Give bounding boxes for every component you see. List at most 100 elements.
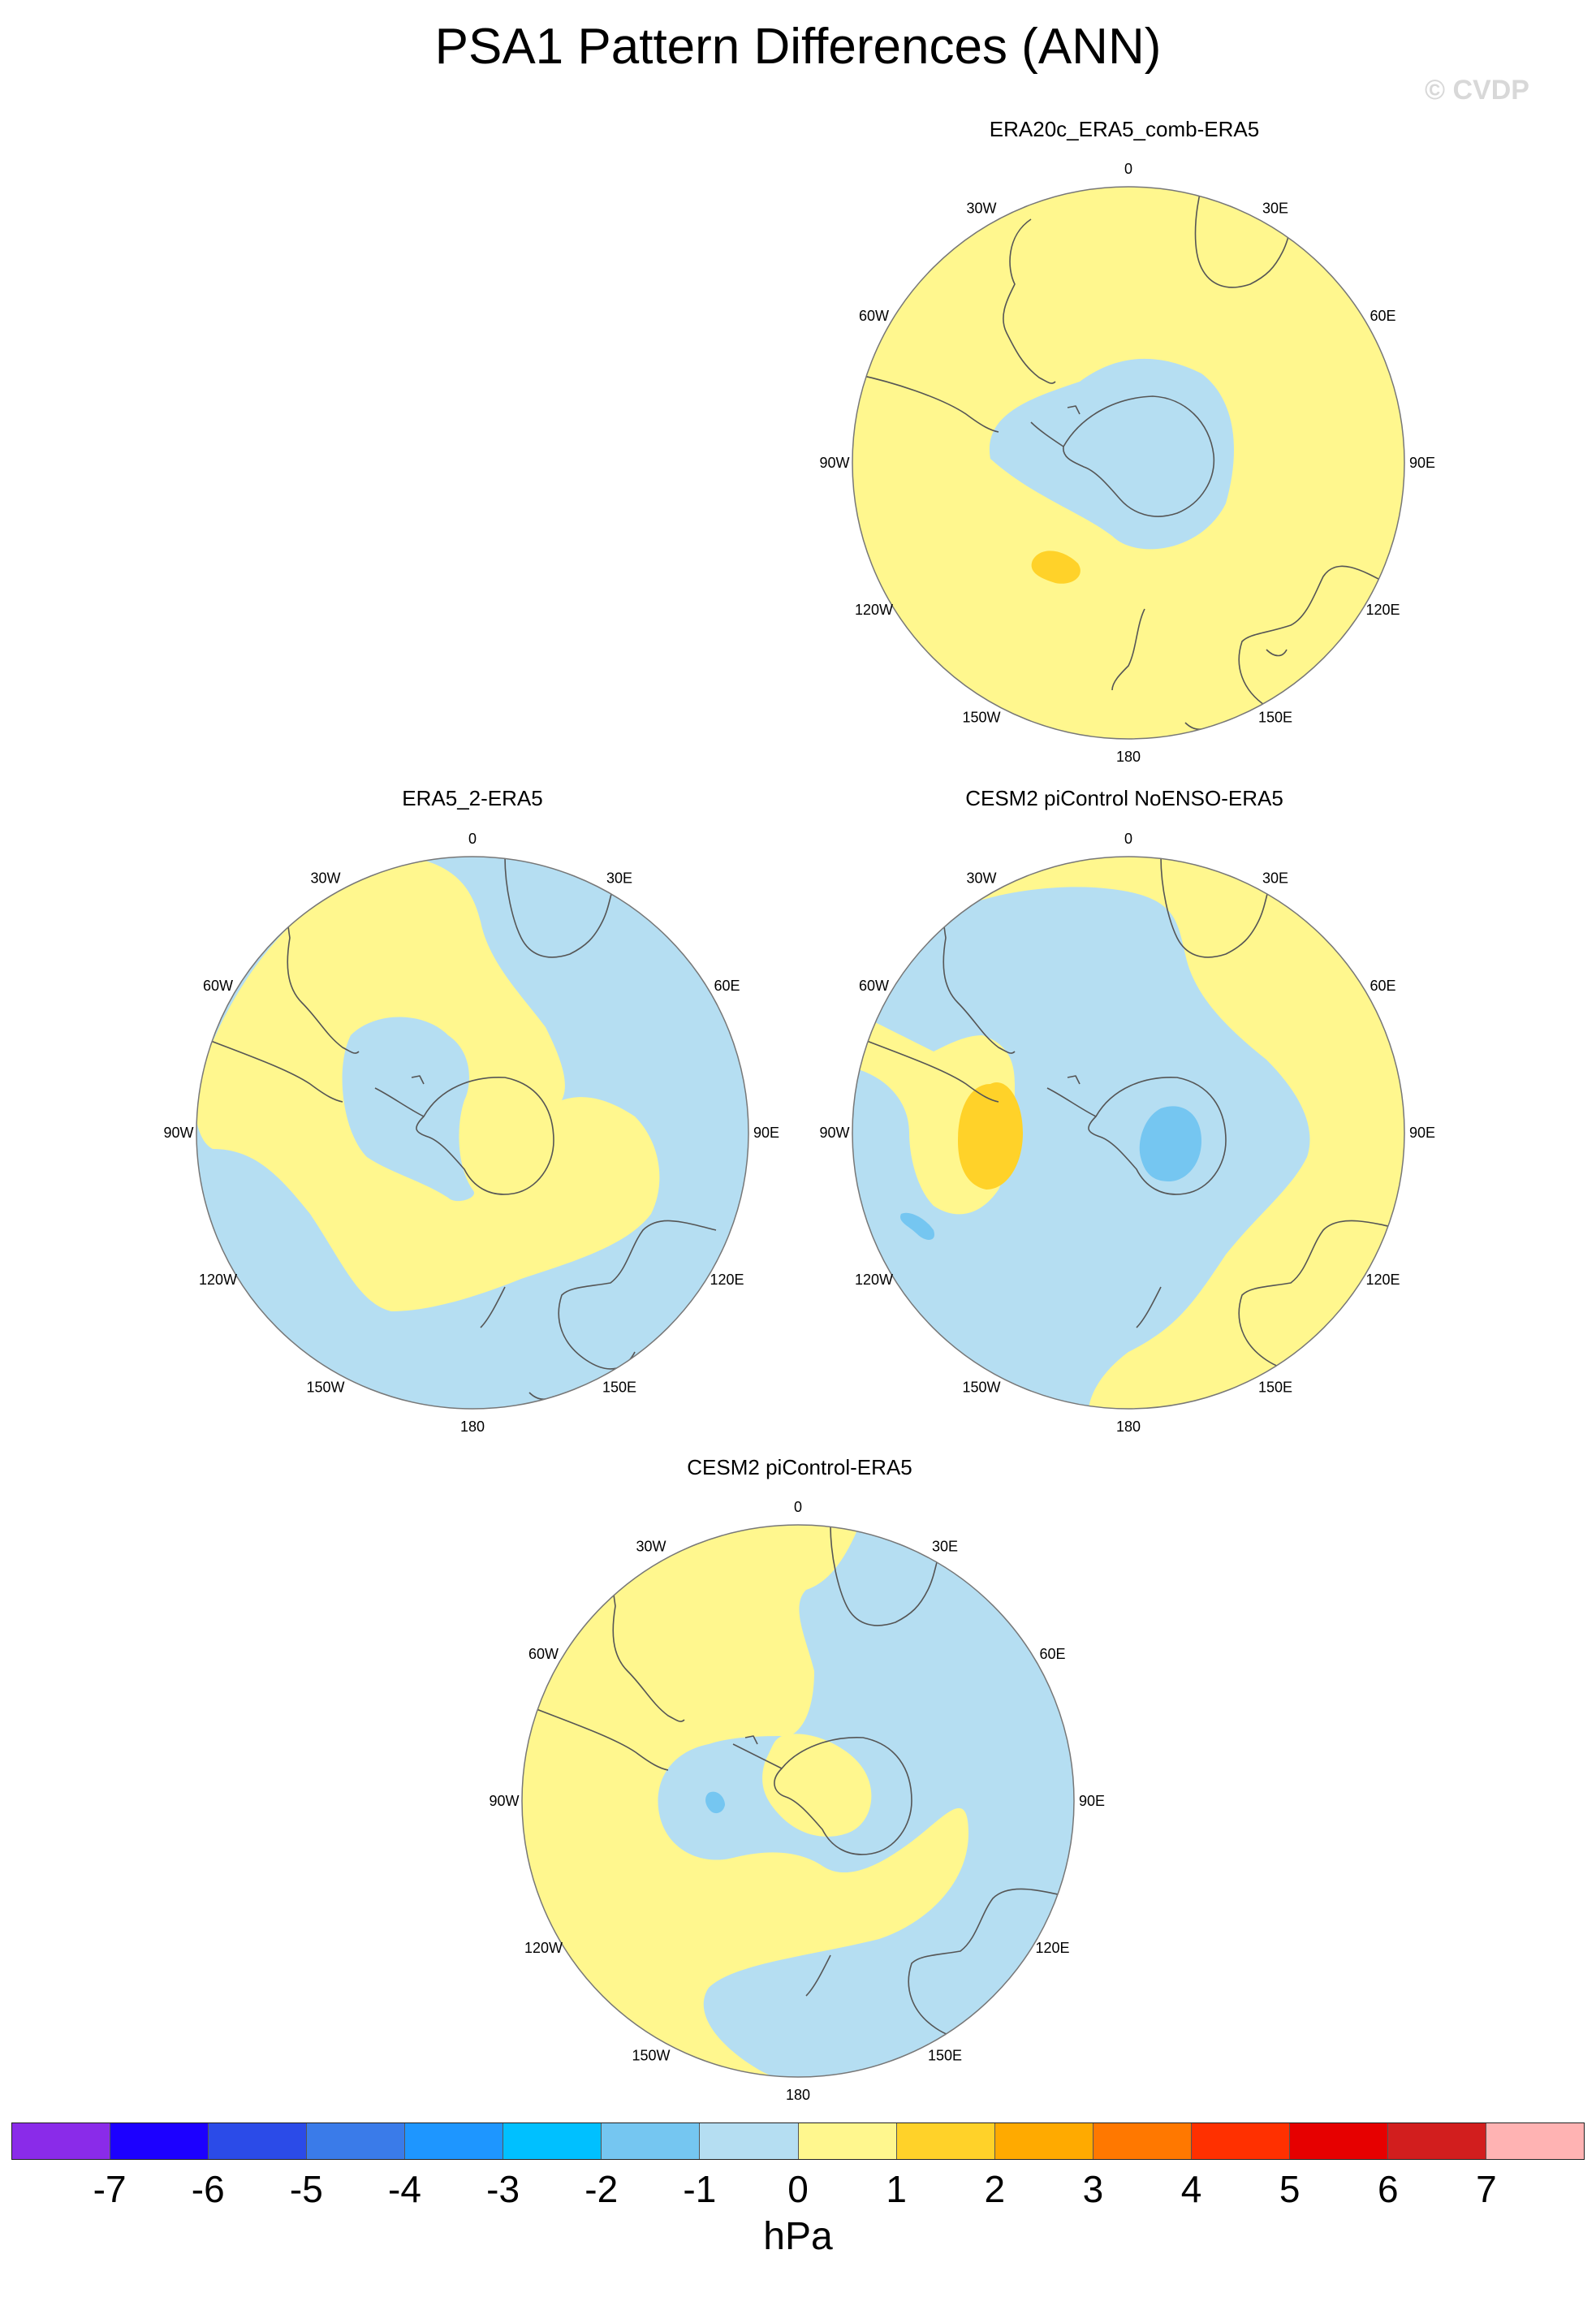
colorbar-tick-label: -7: [93, 2168, 127, 2210]
panel-title-cesm2-picontrol: CESM2 piControl-ERA5: [687, 1455, 912, 1479]
africa-coast: [1194, 187, 1300, 288]
longitude-label: 150W: [962, 1380, 1000, 1396]
longitude-label: 90E: [1079, 1793, 1105, 1809]
longitude-label: 120E: [710, 1272, 744, 1288]
longitude-label: 120E: [1365, 1272, 1400, 1288]
longitude-label: 120W: [855, 1272, 893, 1288]
colorbar: [11, 2122, 1585, 2160]
contour-negative-2: [705, 1791, 725, 1814]
new-zealand-coast: [1111, 608, 1145, 691]
colorbar-tick-label: 2: [984, 2168, 1006, 2210]
longitude-label: 180: [786, 2087, 810, 2103]
panel-title-era20c: ERA20c_ERA5_comb-ERA5: [989, 117, 1260, 141]
contour-negative-2-east: [1139, 1106, 1201, 1181]
longitude-label: 60E: [1370, 308, 1395, 324]
africa-coast: [1160, 857, 1275, 958]
longitude-label: 30E: [1262, 870, 1288, 887]
longitude-label: 30W: [966, 870, 996, 887]
contour-negative-1: [342, 1017, 475, 1202]
africa-coast: [504, 857, 619, 958]
colorbar-swatch: [1289, 2123, 1388, 2159]
longitude-labels: 0 30E 60E 90E 120E 150E 180 150W 120W 90W 60W 30W: [819, 831, 1435, 1435]
new-zealand-coast: [480, 1286, 506, 1328]
colorbar-swatch: [1387, 2123, 1486, 2159]
south-america-coast: [852, 218, 1056, 433]
longitude-label: 90W: [163, 1125, 193, 1141]
colorbar-swatch: [896, 2123, 995, 2159]
longitude-labels: 0 30E 60E 90E 120E 150E 180 150W 120W 90W 60W 30W: [819, 161, 1435, 765]
longitude-label: 150W: [962, 710, 1000, 726]
colorbar-swatch: [602, 2123, 701, 2159]
longitude-label: 120E: [1035, 1940, 1069, 1956]
longitude-label: 60E: [1039, 1646, 1065, 1662]
longitude-label: 90E: [753, 1125, 779, 1141]
longitude-label: 30W: [966, 201, 996, 217]
map-era5-2-era5: 0 30E 60E 90E 120E 150E 180 150W 120W 90W 60W 30W: [163, 831, 779, 1435]
map-boundary: [521, 1524, 1075, 2078]
longitude-label: 90W: [489, 1793, 519, 1809]
map-cesm2-picontrol: 0 30E 60E 90E 120E 150E 180 150W 120W 90W 60W 30W: [489, 1499, 1105, 2103]
longitude-labels: 0 30E 60E 90E 120E 150E 180 150W 120W 90W 60W 30W: [489, 1499, 1105, 2103]
panel-title-cesm2-noenso: CESM2 piControl NoENSO-ERA5: [965, 786, 1283, 810]
longitude-label: 30E: [1262, 201, 1288, 217]
longitude-labels: 0 30E 60E 90E 120E 150E 180 150W 120W 90W 60W 30W: [163, 831, 779, 1435]
map-boundary: [852, 856, 1405, 1410]
colorbar-swatch: [307, 2123, 406, 2159]
contour-negative-1-patch: [237, 935, 264, 958]
colorbar-tick-label: -4: [388, 2168, 421, 2210]
longitude-label: 150W: [632, 2048, 670, 2064]
colorbar-tick-label: 0: [787, 2168, 809, 2210]
colorbar-tick-label: -6: [191, 2168, 225, 2210]
longitude-label: 0: [794, 1499, 802, 1515]
tasmania-coast: [1266, 649, 1288, 657]
australia-coast: [908, 1888, 1074, 2038]
antarctica-coast: [1088, 1077, 1227, 1195]
colorbar-swatch: [1191, 2123, 1290, 2159]
antarctica-coast: [1063, 395, 1215, 517]
longitude-label: 150E: [928, 2048, 962, 2064]
antarctica-coast: [774, 1737, 912, 1855]
map-boundary: [852, 186, 1405, 740]
colorbar-tick-label: -1: [683, 2168, 717, 2210]
longitude-label: 180: [460, 1419, 485, 1435]
longitude-label: 60W: [859, 308, 889, 324]
colorbar-swatch: [1093, 2123, 1192, 2159]
longitude-label: 60W: [528, 1646, 559, 1662]
colorbar-swatch: [994, 2123, 1093, 2159]
longitude-label: 0: [1124, 831, 1132, 847]
cvdp-watermark: © CVDP: [1425, 75, 1529, 106]
panel-title-era5-2: ERA5_2-ERA5: [402, 786, 543, 810]
colorbar-tick-label: -2: [584, 2168, 619, 2210]
longitude-label: 60W: [203, 978, 233, 994]
longitude-label: 120W: [524, 1940, 563, 1956]
australia-coast: [1238, 1220, 1404, 1370]
longitude-label: 90W: [819, 455, 849, 471]
longitude-label: 30W: [636, 1539, 666, 1555]
map-era20c-era5-comb: 0 30E 60E 90E 120E 150E 180 150W 120W 90W 60W 30W: [819, 161, 1435, 765]
colorbar-units-label: hPa: [763, 2215, 833, 2258]
colorbar-swatch: [798, 2123, 897, 2159]
longitude-label: 120W: [199, 1272, 237, 1288]
colorbar-tick-label: 5: [1279, 2168, 1301, 2210]
new-zealand-coast: [1136, 1286, 1162, 1328]
longitude-label: 30W: [310, 870, 340, 887]
colorbar-tick-label: 4: [1180, 2168, 1202, 2210]
longitude-label: 180: [1116, 749, 1141, 765]
longitude-label: 60E: [1370, 978, 1395, 994]
longitude-label: 0: [468, 831, 477, 847]
colorbar-swatch: [1486, 2123, 1584, 2159]
antarctic-peninsula-coast: [1030, 405, 1081, 447]
longitude-label: 60W: [859, 978, 889, 994]
longitude-label: 180: [1116, 1419, 1141, 1435]
new-zealand-coast: [805, 1954, 831, 1997]
colorbar-tick-label: 3: [1082, 2168, 1104, 2210]
contour-positive-2: [958, 1082, 1023, 1190]
contour-positive-1-inner: [464, 1088, 541, 1177]
map-boundary: [196, 856, 749, 1410]
colorbar-tick-label: -5: [289, 2168, 323, 2210]
longitude-label: 90E: [1409, 1125, 1435, 1141]
colorbar-swatch: [12, 2123, 111, 2159]
longitude-label: 150E: [602, 1380, 636, 1396]
colorbar-swatch: [405, 2123, 504, 2159]
longitude-label: 60E: [714, 978, 740, 994]
